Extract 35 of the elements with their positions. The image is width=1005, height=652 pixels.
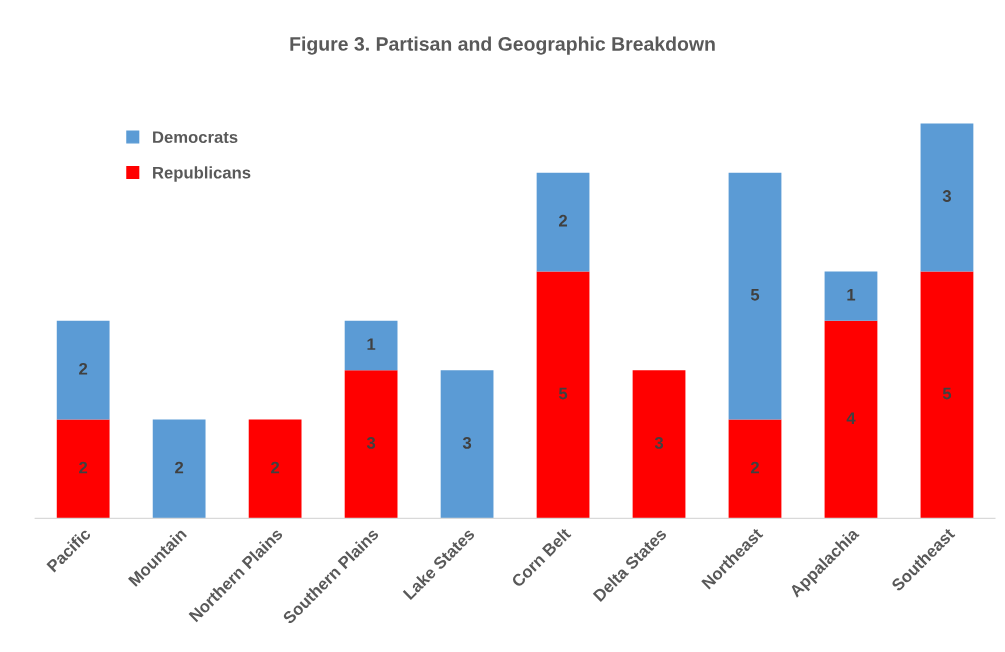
chart-title: Figure 3. Partisan and Geographic Breakdown [290, 36, 715, 55]
bar [56, 320, 110, 420]
data-label: 2 [175, 461, 184, 474]
bar [536, 172, 590, 272]
data-label: 2 [79, 362, 88, 375]
bar [824, 320, 878, 519]
bar [56, 419, 110, 519]
bar [152, 419, 206, 519]
data-label: 5 [942, 387, 952, 400]
data-label: 5 [750, 289, 760, 301]
data-label: 2 [750, 461, 759, 474]
legend-label: Republicans [153, 166, 251, 182]
data-label: 1 [367, 338, 376, 350]
data-label: 3 [462, 436, 472, 449]
bar [728, 172, 782, 420]
data-label: 3 [366, 436, 376, 449]
bar [824, 271, 878, 321]
data-label: 2 [559, 214, 568, 227]
bar [728, 419, 782, 519]
bar [536, 271, 590, 519]
legend-label: Democrats [153, 131, 238, 144]
data-label: 5 [558, 387, 568, 400]
data-label: 2 [271, 461, 280, 474]
data-label: 4 [846, 412, 856, 424]
bar [920, 271, 974, 519]
bar [440, 370, 494, 519]
data-label: 3 [654, 436, 664, 449]
bar [920, 123, 974, 272]
bar [632, 370, 686, 519]
data-label: 3 [942, 190, 951, 202]
bar [248, 419, 302, 519]
data-label: 1 [847, 289, 856, 301]
bar [344, 320, 398, 371]
data-label: 2 [79, 461, 88, 474]
bar [344, 370, 398, 519]
